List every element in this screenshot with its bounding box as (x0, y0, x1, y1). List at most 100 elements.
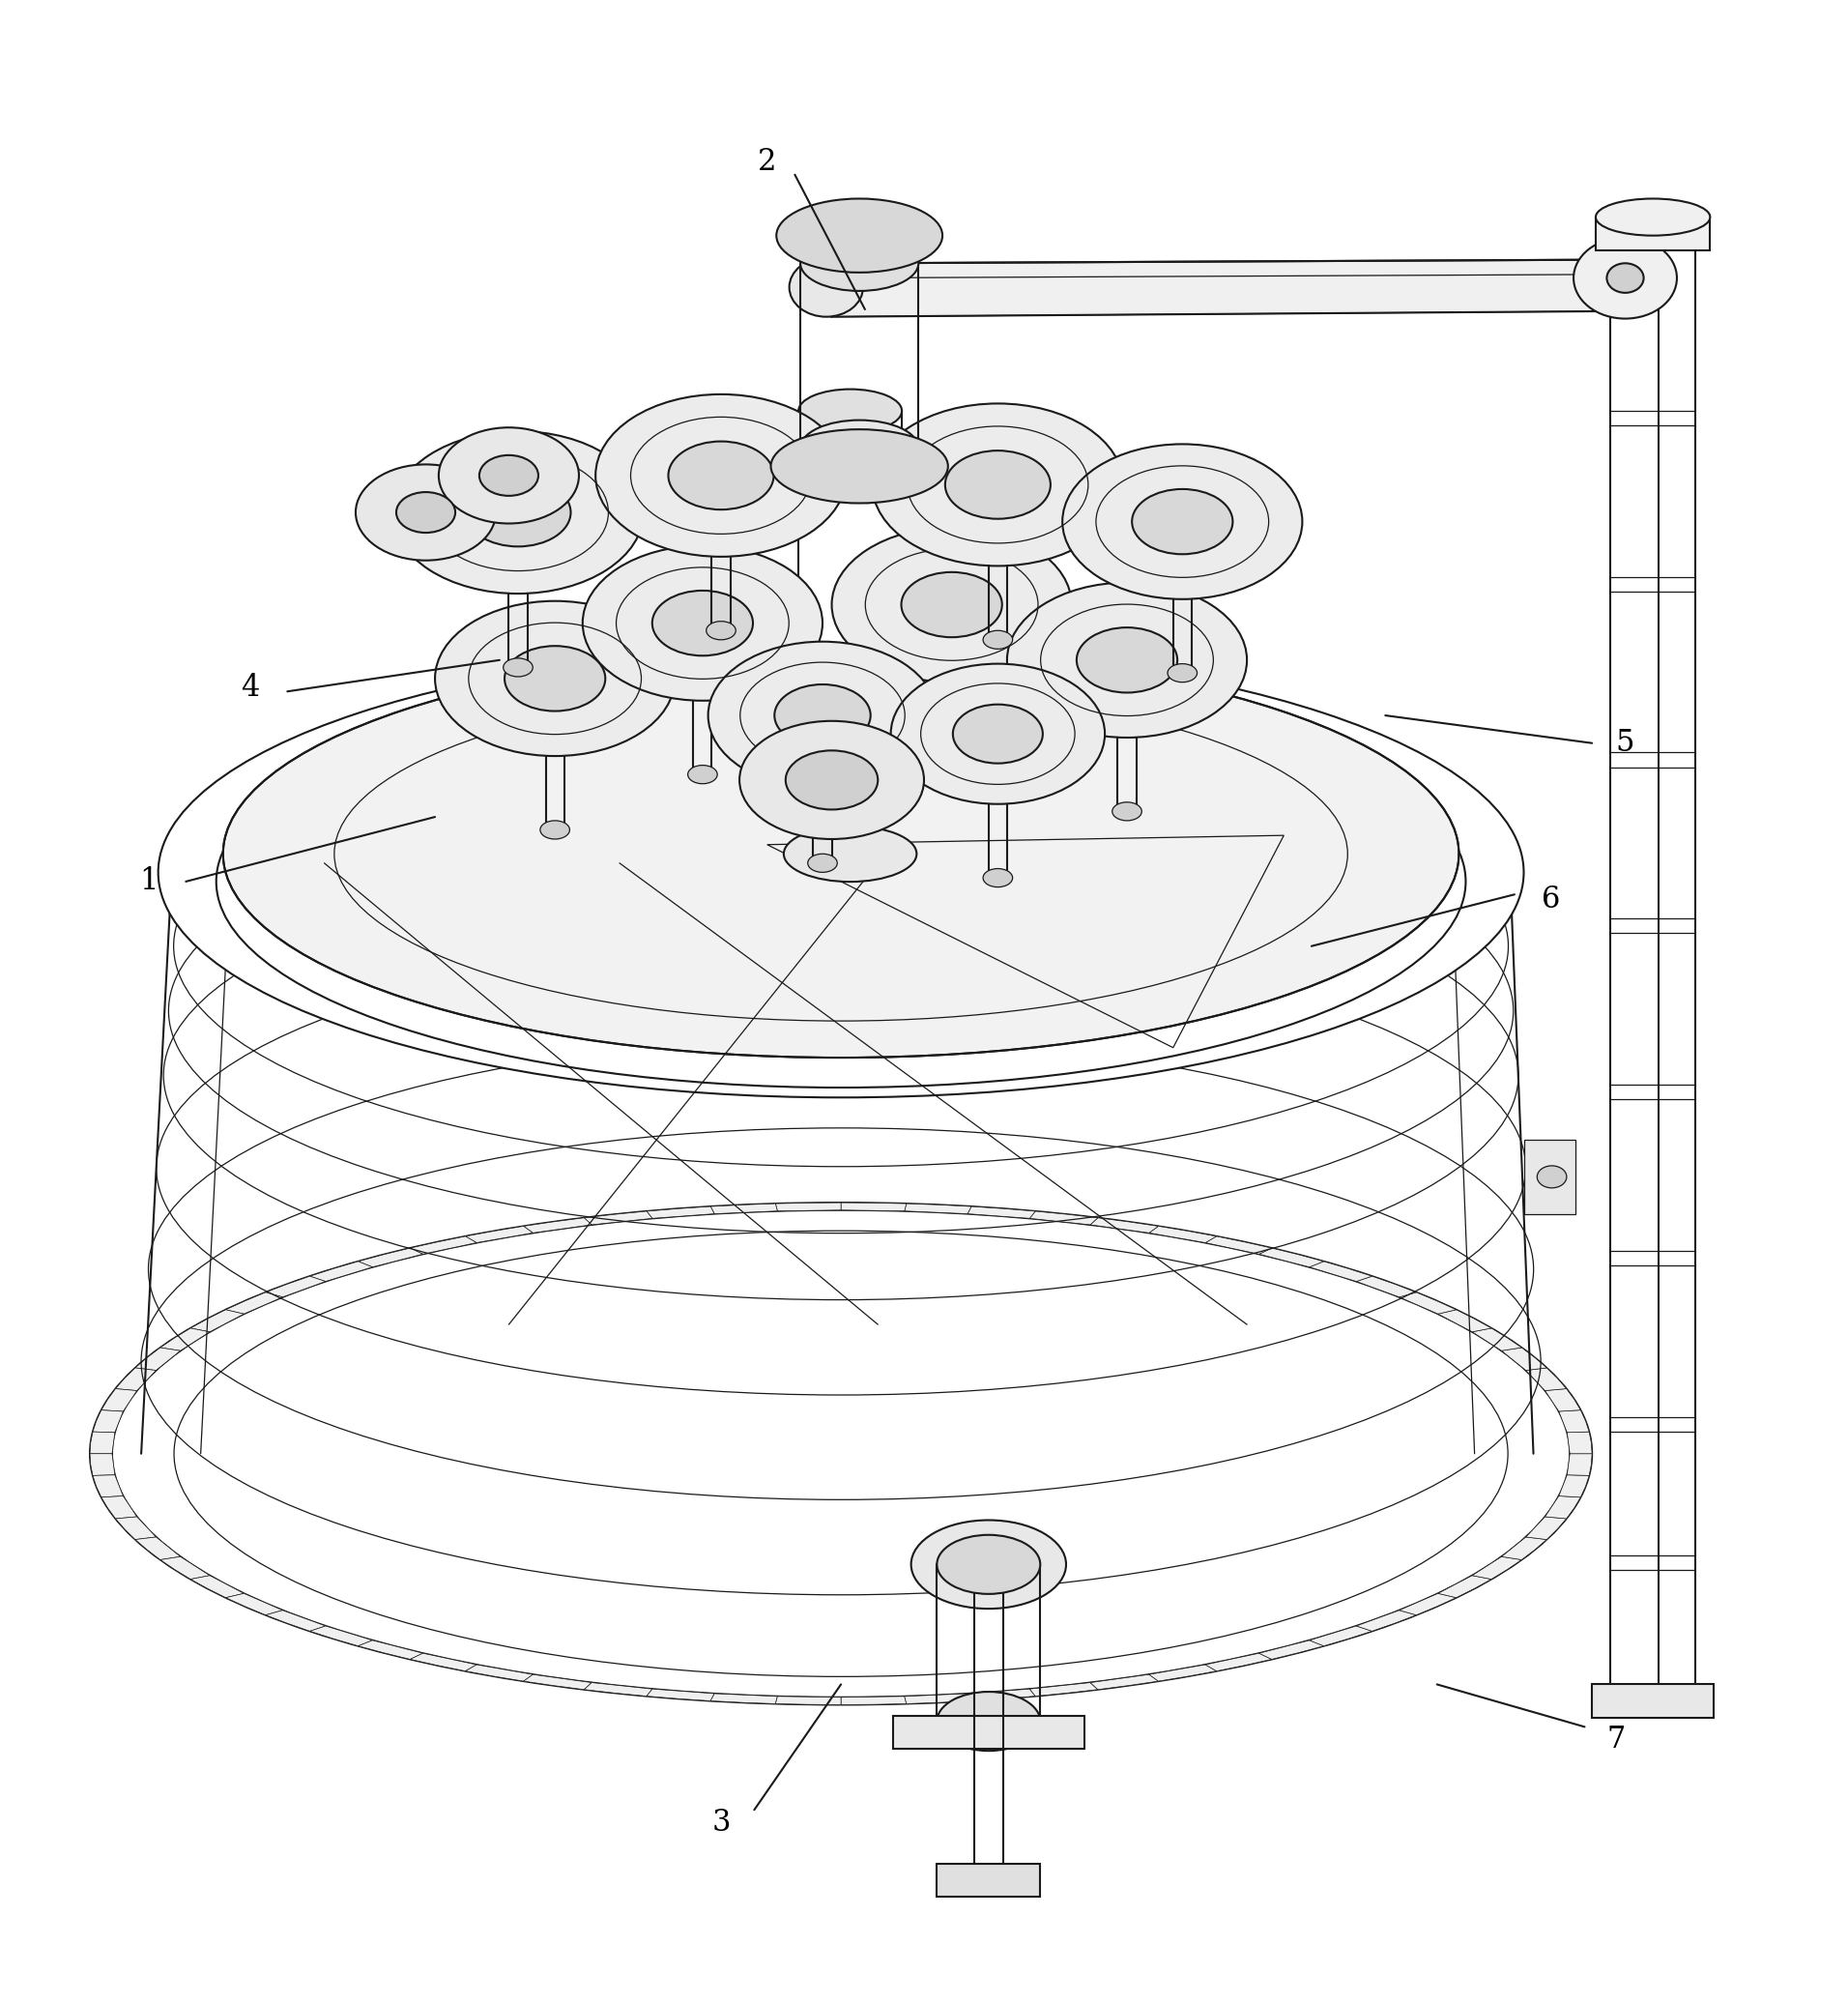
Text: 1: 1 (140, 867, 159, 897)
Ellipse shape (595, 395, 846, 557)
Polygon shape (116, 1368, 155, 1390)
Ellipse shape (479, 455, 538, 497)
Polygon shape (1258, 1248, 1323, 1268)
Polygon shape (1526, 1516, 1567, 1540)
Polygon shape (1029, 1683, 1098, 1697)
Polygon shape (1502, 1536, 1547, 1560)
Polygon shape (1029, 1212, 1098, 1224)
Bar (1591, 1685, 1713, 1719)
Ellipse shape (687, 765, 717, 783)
Polygon shape (1356, 1276, 1416, 1298)
Polygon shape (190, 1576, 244, 1598)
Ellipse shape (937, 1693, 1040, 1751)
Polygon shape (776, 1202, 841, 1212)
Polygon shape (102, 1496, 137, 1518)
Polygon shape (310, 1262, 373, 1282)
Ellipse shape (891, 663, 1105, 803)
Text: 2: 2 (758, 146, 776, 176)
Bar (1595, 216, 1709, 250)
Polygon shape (968, 1206, 1035, 1218)
Ellipse shape (739, 721, 924, 839)
Ellipse shape (937, 1534, 1040, 1594)
Ellipse shape (784, 825, 917, 881)
Ellipse shape (505, 645, 606, 711)
Polygon shape (523, 1218, 591, 1234)
Ellipse shape (395, 493, 455, 533)
Ellipse shape (503, 659, 532, 677)
Ellipse shape (902, 573, 1002, 637)
Polygon shape (904, 1695, 972, 1705)
Ellipse shape (911, 1520, 1066, 1608)
Bar (893, 1717, 1085, 1749)
Polygon shape (1545, 1388, 1580, 1412)
Ellipse shape (1573, 238, 1676, 318)
Polygon shape (410, 1652, 477, 1671)
Polygon shape (1310, 1626, 1371, 1646)
Ellipse shape (774, 685, 870, 747)
Polygon shape (359, 1248, 423, 1268)
Ellipse shape (540, 821, 569, 839)
Ellipse shape (355, 465, 495, 561)
Ellipse shape (937, 747, 967, 765)
Ellipse shape (224, 651, 1458, 1058)
Polygon shape (584, 1683, 652, 1697)
Polygon shape (190, 1310, 244, 1332)
Polygon shape (1090, 1218, 1159, 1234)
Ellipse shape (708, 641, 937, 789)
Polygon shape (92, 1474, 124, 1498)
Polygon shape (1399, 1594, 1456, 1614)
Polygon shape (1558, 1474, 1589, 1498)
Polygon shape (116, 1516, 155, 1540)
Polygon shape (266, 1610, 325, 1630)
Polygon shape (91, 1432, 115, 1454)
Text: 3: 3 (711, 1809, 730, 1839)
Polygon shape (161, 1556, 209, 1578)
Text: 6: 6 (1541, 885, 1562, 915)
Polygon shape (102, 1388, 137, 1412)
Ellipse shape (1063, 445, 1303, 599)
Polygon shape (1438, 1576, 1491, 1598)
Ellipse shape (434, 601, 675, 755)
Ellipse shape (1595, 198, 1709, 236)
Polygon shape (1545, 1496, 1580, 1518)
Polygon shape (1090, 1675, 1159, 1691)
Polygon shape (1258, 1640, 1323, 1658)
Polygon shape (841, 1697, 906, 1705)
Polygon shape (1558, 1410, 1589, 1432)
Ellipse shape (669, 441, 774, 509)
Polygon shape (841, 1202, 906, 1212)
Ellipse shape (798, 389, 902, 433)
Ellipse shape (1007, 583, 1247, 737)
Polygon shape (832, 260, 1634, 316)
Ellipse shape (800, 421, 918, 475)
Ellipse shape (1168, 663, 1198, 683)
Text: 4: 4 (240, 673, 261, 703)
Polygon shape (1473, 1328, 1521, 1350)
Polygon shape (1310, 1262, 1371, 1282)
Ellipse shape (771, 429, 948, 503)
Ellipse shape (789, 258, 863, 316)
Polygon shape (161, 1328, 209, 1350)
Polygon shape (1356, 1610, 1416, 1630)
Ellipse shape (1077, 627, 1177, 693)
Ellipse shape (159, 647, 1525, 1098)
Polygon shape (310, 1626, 373, 1646)
Polygon shape (904, 1204, 972, 1214)
Polygon shape (710, 1204, 778, 1214)
Polygon shape (466, 1664, 532, 1681)
Polygon shape (710, 1695, 778, 1705)
Ellipse shape (706, 621, 736, 639)
Polygon shape (1567, 1454, 1591, 1476)
Polygon shape (266, 1276, 325, 1298)
Polygon shape (1149, 1226, 1216, 1242)
Polygon shape (225, 1292, 283, 1314)
Polygon shape (1567, 1432, 1591, 1454)
Polygon shape (1205, 1652, 1271, 1671)
Ellipse shape (954, 705, 1042, 763)
Ellipse shape (983, 631, 1013, 649)
Polygon shape (523, 1675, 591, 1691)
Polygon shape (1473, 1556, 1521, 1578)
Polygon shape (647, 1206, 715, 1218)
Ellipse shape (808, 853, 837, 871)
Ellipse shape (392, 431, 643, 593)
